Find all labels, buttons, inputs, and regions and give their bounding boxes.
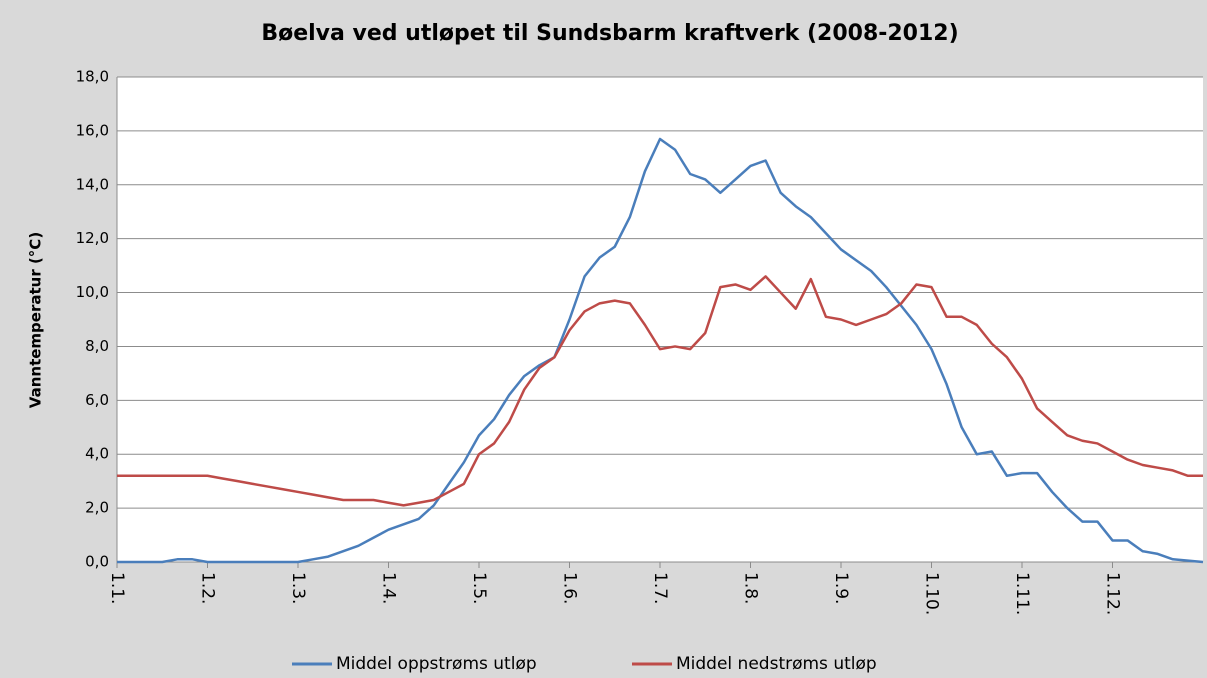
- x-tick-label: 1.6.: [560, 572, 580, 604]
- x-tick-label: 1.10.: [922, 572, 942, 615]
- x-tick-label: 1.2.: [198, 572, 218, 604]
- legend-label: Middel nedstrøms utløp: [676, 654, 877, 674]
- chart-title: Bøelva ved utløpet til Sundsbarm kraftve…: [261, 21, 958, 46]
- y-tick-label: 10,0: [76, 283, 109, 301]
- series-line: [117, 275, 1203, 507]
- x-tick-label: 1.11.: [1012, 572, 1032, 615]
- y-tick-label: 6,0: [85, 391, 109, 409]
- y-tick-label: 0,0: [85, 553, 109, 571]
- x-tick-label: 1.1.: [107, 572, 127, 604]
- plot-area: [117, 77, 1203, 562]
- y-tick-label: 18,0: [76, 68, 109, 86]
- y-tick-label: 14,0: [76, 175, 109, 193]
- y-tick-label: 16,0: [76, 121, 109, 139]
- y-tick-label: 12,0: [76, 229, 109, 247]
- y-tick-label: 2,0: [85, 499, 109, 517]
- x-tick-label: 1.7.: [650, 572, 670, 604]
- x-tick-label: 1.4.: [379, 572, 399, 604]
- x-tick-label: 1.5.: [469, 572, 489, 604]
- x-tick-label: 1.8.: [741, 572, 761, 604]
- legend-label: Middel oppstrøms utløp: [336, 654, 537, 674]
- x-tick-label: 1.9.: [831, 572, 851, 604]
- x-tick-label: 1.12.: [1103, 572, 1123, 615]
- x-tick-label: 1.3.: [288, 572, 308, 604]
- series-line: [117, 137, 1204, 564]
- y-tick-label: 4,0: [85, 445, 109, 463]
- y-tick-label: 8,0: [85, 337, 109, 355]
- y-axis-label: Vanntemperatur (°C): [27, 232, 45, 408]
